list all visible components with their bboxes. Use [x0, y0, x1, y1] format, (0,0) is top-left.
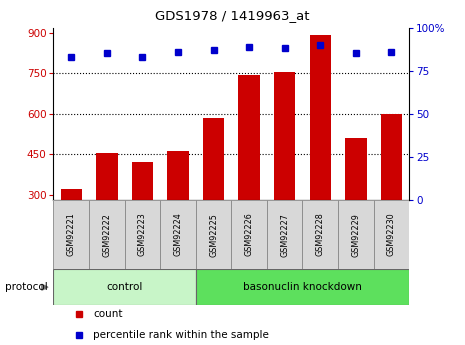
Bar: [160, 200, 196, 269]
Text: basonuclin knockdown: basonuclin knockdown: [243, 282, 362, 292]
Text: GSM92227: GSM92227: [280, 213, 289, 257]
Bar: [203, 118, 224, 276]
Bar: [338, 200, 374, 269]
Bar: [125, 200, 160, 269]
Text: percentile rank within the sample: percentile rank within the sample: [93, 330, 269, 339]
Bar: [53, 200, 89, 269]
Text: GSM92224: GSM92224: [173, 213, 182, 256]
Bar: [303, 200, 338, 269]
Text: GSM92228: GSM92228: [316, 213, 325, 256]
Bar: [167, 151, 189, 276]
Bar: [345, 138, 366, 276]
Bar: [267, 200, 303, 269]
Text: GDS1978 / 1419963_at: GDS1978 / 1419963_at: [155, 9, 310, 22]
Text: GSM92225: GSM92225: [209, 213, 218, 257]
Bar: [53, 269, 196, 305]
Text: GSM92226: GSM92226: [245, 213, 253, 256]
Bar: [374, 200, 409, 269]
Text: GSM92229: GSM92229: [352, 213, 360, 257]
Bar: [132, 162, 153, 276]
Text: GSM92223: GSM92223: [138, 213, 147, 256]
Bar: [60, 189, 82, 276]
Bar: [196, 200, 232, 269]
Bar: [239, 75, 260, 276]
Text: count: count: [93, 309, 122, 319]
Bar: [310, 35, 331, 276]
Bar: [232, 200, 267, 269]
Bar: [96, 154, 118, 276]
Text: GSM92221: GSM92221: [67, 213, 76, 256]
Text: GSM92230: GSM92230: [387, 213, 396, 256]
Bar: [196, 269, 409, 305]
Bar: [89, 200, 125, 269]
Bar: [381, 114, 402, 276]
Text: control: control: [106, 282, 143, 292]
Bar: [274, 71, 295, 276]
Text: protocol: protocol: [5, 282, 47, 292]
Text: GSM92222: GSM92222: [102, 213, 111, 257]
